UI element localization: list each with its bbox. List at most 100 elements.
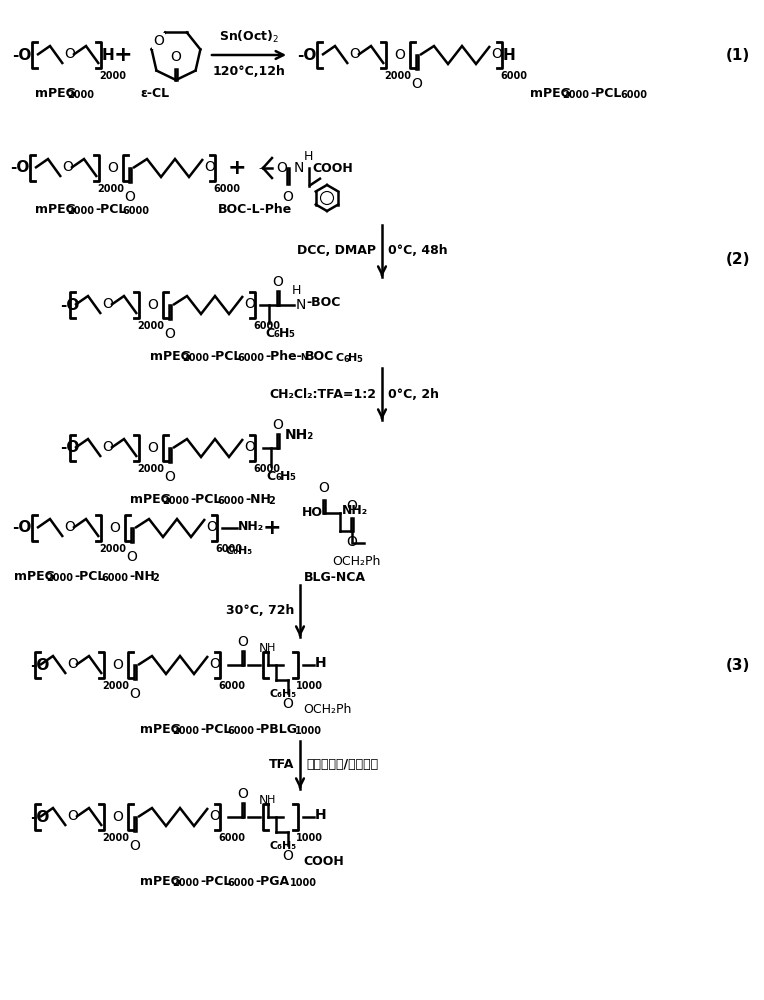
Text: mPEG: mPEG (35, 87, 76, 100)
Text: N: N (258, 794, 267, 806)
Text: N: N (296, 298, 306, 312)
Text: C₆H₅: C₆H₅ (225, 546, 252, 556)
Text: O: O (273, 275, 283, 289)
Text: 2000: 2000 (97, 184, 124, 194)
Text: -O: -O (12, 47, 31, 62)
Text: 6000: 6000 (101, 573, 128, 583)
Text: mPEG: mPEG (35, 203, 76, 216)
Text: mPEG: mPEG (140, 875, 181, 888)
Text: H: H (267, 643, 275, 653)
Text: 6000: 6000 (215, 544, 242, 554)
Text: mPEG: mPEG (530, 87, 571, 100)
Text: -NH: -NH (245, 493, 271, 506)
Text: O: O (147, 298, 158, 312)
Text: CH₂Cl₂:TFA=1:2: CH₂Cl₂:TFA=1:2 (269, 387, 376, 400)
Text: -O: -O (60, 440, 79, 456)
Text: O: O (244, 297, 255, 311)
Text: NH₂: NH₂ (238, 520, 264, 532)
Text: 6000: 6000 (500, 71, 527, 81)
Text: O: O (347, 499, 358, 513)
Text: NH₂: NH₂ (342, 504, 368, 518)
Text: 30°C, 72h: 30°C, 72h (225, 604, 294, 617)
Text: C₆H₅: C₆H₅ (270, 841, 297, 851)
Text: 6000: 6000 (253, 321, 280, 331)
Text: O: O (64, 520, 75, 534)
Text: -PCL: -PCL (74, 570, 105, 583)
Text: O: O (108, 161, 118, 175)
Text: H: H (280, 470, 290, 483)
Text: O: O (67, 657, 78, 671)
Text: 1000: 1000 (295, 726, 322, 736)
Text: BOC-L-Phe: BOC-L-Phe (218, 203, 292, 216)
Text: mPEG: mPEG (150, 350, 191, 363)
Text: H: H (503, 47, 516, 62)
Text: H: H (279, 327, 290, 340)
Text: H: H (348, 353, 358, 363)
Text: -PCL: -PCL (590, 87, 621, 100)
Text: 2: 2 (268, 496, 275, 506)
Text: 1000: 1000 (296, 681, 323, 691)
Text: H: H (304, 149, 313, 162)
Text: O: O (349, 47, 360, 61)
Text: Sn(Oct)$_2$: Sn(Oct)$_2$ (219, 29, 279, 45)
Text: O: O (64, 47, 75, 61)
Text: OCH₂Ph: OCH₂Ph (332, 555, 380, 568)
Text: N: N (300, 353, 307, 362)
Text: O: O (109, 521, 121, 535)
Text: N: N (258, 642, 267, 654)
Text: COOH: COOH (303, 855, 344, 868)
Text: 2000: 2000 (172, 878, 199, 888)
Text: O: O (67, 809, 78, 823)
Text: -PBLG: -PBLG (255, 723, 297, 736)
Text: -PCL: -PCL (200, 875, 231, 888)
Text: -: - (258, 163, 262, 173)
Text: O: O (206, 520, 217, 534)
Text: -PCL: -PCL (210, 350, 241, 363)
Text: 2: 2 (152, 573, 159, 583)
Text: O: O (112, 658, 124, 672)
Text: O: O (164, 470, 176, 484)
Text: 2000: 2000 (384, 71, 411, 81)
Text: O: O (130, 687, 141, 701)
Text: -PGA: -PGA (255, 875, 289, 888)
Text: 0°C, 2h: 0°C, 2h (388, 387, 439, 400)
Text: -Phe-: -Phe- (265, 350, 302, 363)
Text: BOC: BOC (305, 350, 335, 363)
Text: O: O (283, 190, 293, 204)
Text: 0°C, 48h: 0°C, 48h (388, 244, 448, 257)
Text: O: O (153, 34, 163, 48)
Text: O: O (273, 418, 283, 432)
Text: O: O (125, 190, 135, 204)
Text: -PCL: -PCL (200, 723, 231, 736)
Text: 2000: 2000 (67, 90, 94, 100)
Text: O: O (209, 657, 220, 671)
Text: O: O (238, 635, 248, 649)
Text: 2000: 2000 (99, 544, 126, 554)
Text: O: O (204, 160, 215, 174)
Text: O: O (491, 47, 502, 61)
Text: 6000: 6000 (227, 878, 254, 888)
Text: 6000: 6000 (253, 464, 280, 474)
Text: O: O (147, 441, 158, 455)
Text: 5: 5 (356, 355, 362, 364)
Text: (2): (2) (726, 251, 750, 266)
Text: -O: -O (30, 810, 50, 824)
Text: 5: 5 (289, 473, 295, 482)
Text: O: O (283, 697, 293, 711)
Text: -NH: -NH (129, 570, 155, 583)
Text: -O: -O (30, 658, 50, 672)
Text: O: O (170, 50, 181, 64)
Text: O: O (394, 48, 406, 62)
Text: C: C (265, 327, 274, 340)
Text: C: C (335, 353, 343, 363)
Text: (3): (3) (726, 658, 750, 672)
Text: +: + (228, 158, 246, 178)
Text: O: O (127, 550, 138, 564)
Text: 1000: 1000 (296, 833, 323, 843)
Text: OCH₂Ph: OCH₂Ph (303, 703, 351, 716)
Text: 2000: 2000 (162, 496, 189, 506)
Text: -O: -O (297, 47, 316, 62)
Text: 2000: 2000 (182, 353, 209, 363)
Text: H: H (102, 47, 115, 62)
Text: H: H (291, 284, 301, 298)
